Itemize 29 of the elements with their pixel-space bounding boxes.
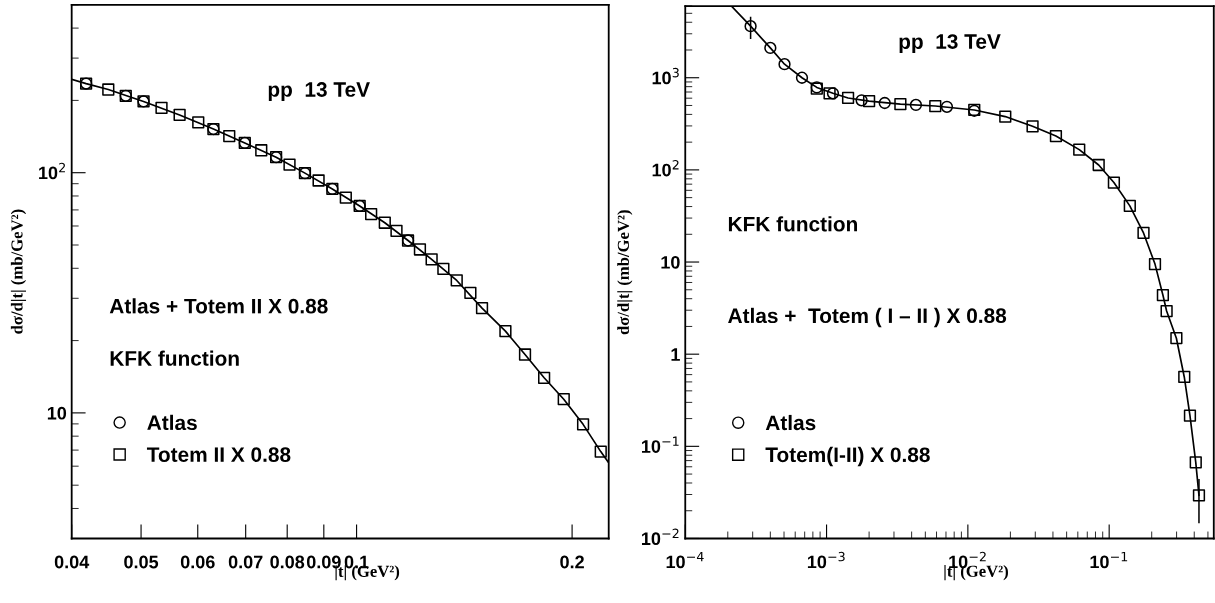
x-tick-label: 10$^{−1}$ bbox=[1090, 551, 1128, 569]
legend-label: Totem(I-II) X 0.88 bbox=[765, 446, 930, 467]
annotation: Atlas + Totem ( I – II ) X 0.88 bbox=[728, 307, 1007, 328]
x-tick-label: 10$^{−4}$ bbox=[666, 551, 704, 569]
x-tick-label: 0.06 bbox=[180, 555, 215, 569]
y-tick-label: 10 bbox=[661, 255, 680, 269]
annotation: KFK function bbox=[728, 216, 858, 232]
annotation: Atlas + Totem II X 0.88 bbox=[109, 298, 328, 314]
y-tick-label: 10$^{−1}$ bbox=[641, 436, 679, 453]
y-tick-label: 10$^{2}$ bbox=[652, 160, 679, 177]
annotation: KFK function bbox=[110, 350, 239, 366]
legend-label: Atlas bbox=[147, 414, 197, 431]
y-tick-label: 10$^{2}$ bbox=[39, 162, 65, 180]
x-tick-label: 0.05 bbox=[124, 555, 159, 569]
legend-label: Totem II X 0.88 bbox=[146, 447, 291, 462]
x-tick-label: 0.2 bbox=[560, 555, 584, 569]
y-tick-label: 10$^{−2}$ bbox=[641, 528, 679, 546]
x-tick-label: 0.08 bbox=[270, 555, 305, 569]
legend-label: Atlas bbox=[765, 414, 816, 431]
annotation: pp 13 TeV bbox=[899, 34, 1001, 54]
x-tick-label: 10$^{−3}$ bbox=[807, 551, 845, 569]
y-tick-label: 10$^{3}$ bbox=[652, 67, 679, 85]
y-axis-title: dσ/d|t| (mb/GeV²) bbox=[10, 209, 27, 334]
x-tick-label: 0.07 bbox=[228, 555, 263, 569]
x-tick-label: 0.04 bbox=[54, 555, 90, 569]
y-axis-title: dσ/d|t| (mb/GeV²) bbox=[617, 210, 633, 335]
annotation: pp 13 TeV bbox=[268, 82, 370, 101]
y-tick-label: 1 bbox=[671, 348, 680, 361]
y-tick-label: 10 bbox=[47, 406, 67, 420]
